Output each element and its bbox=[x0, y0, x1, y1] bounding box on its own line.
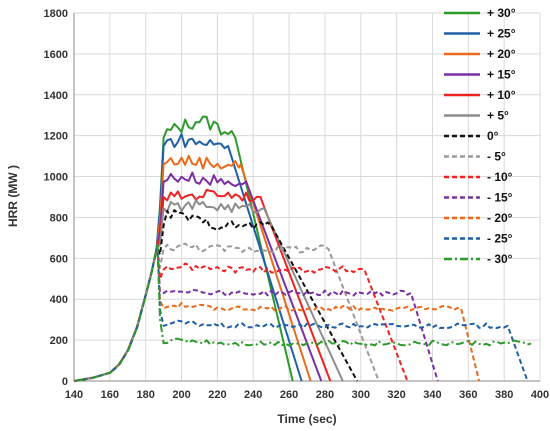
x-tick-label: 340 bbox=[423, 389, 441, 401]
chart-series bbox=[73, 115, 532, 382]
x-tick-label: 300 bbox=[352, 389, 370, 401]
series-line bbox=[74, 209, 359, 382]
legend-label: - 20° bbox=[487, 211, 513, 225]
legend-label: + 25° bbox=[487, 27, 516, 41]
x-tick-label: 280 bbox=[316, 389, 334, 401]
legend-label: + 20° bbox=[487, 47, 516, 61]
y-tick-label: 200 bbox=[50, 335, 68, 347]
x-tick-label: 400 bbox=[531, 389, 549, 401]
y-tick-label: 1800 bbox=[44, 8, 68, 20]
x-axis-title: Time (sec) bbox=[277, 412, 336, 426]
y-axis-title: HRR (MW ) bbox=[6, 165, 20, 227]
legend-label: 0° bbox=[487, 129, 499, 143]
legend-label: - 5° bbox=[487, 150, 506, 164]
y-tick-label: 1600 bbox=[44, 49, 68, 61]
y-axis-tick-labels: 0 200 400 600 800 1000 1200 1400 1600 1800 bbox=[44, 8, 68, 388]
x-tick-label: 260 bbox=[280, 389, 298, 401]
y-tick-label: 0 bbox=[62, 376, 68, 388]
series-line bbox=[74, 242, 532, 382]
legend-label: + 30° bbox=[487, 6, 516, 20]
series-line bbox=[74, 242, 380, 382]
x-tick-label: 180 bbox=[137, 389, 155, 401]
x-tick-label: 160 bbox=[101, 389, 119, 401]
legend-label: - 25° bbox=[487, 232, 513, 246]
series-line bbox=[74, 245, 409, 382]
x-tick-label: 320 bbox=[387, 389, 405, 401]
legend-label: - 30° bbox=[487, 252, 513, 266]
series-line bbox=[73, 133, 303, 382]
legend-label: + 5° bbox=[487, 109, 509, 123]
y-tick-label: 1000 bbox=[44, 172, 68, 184]
series-line bbox=[74, 244, 439, 382]
x-tick-label: 220 bbox=[208, 389, 226, 401]
y-tick-label: 600 bbox=[50, 253, 68, 265]
x-axis-tick-labels: 140 160 180 200 220 240 260 280 300 320 340 360 380 4… bbox=[65, 389, 549, 401]
y-tick-label: 400 bbox=[50, 294, 68, 306]
legend-label: - 15° bbox=[487, 191, 513, 205]
y-tick-label: 1200 bbox=[44, 131, 68, 143]
x-tick-label: 140 bbox=[65, 389, 83, 401]
y-tick-label: 800 bbox=[50, 212, 68, 224]
x-tick-label: 240 bbox=[244, 389, 262, 401]
chart-axes bbox=[73, 13, 540, 382]
chart-legend: + 30° + 25° + 20° + 15° + 10° + 5° 0° - 5° - 10°… bbox=[444, 6, 516, 266]
legend-label: + 15° bbox=[487, 68, 516, 82]
legend-label: - 10° bbox=[487, 170, 513, 184]
x-tick-label: 360 bbox=[459, 389, 477, 401]
y-tick-label: 1400 bbox=[44, 90, 68, 102]
x-tick-label: 200 bbox=[172, 389, 190, 401]
legend-label: + 10° bbox=[487, 88, 516, 102]
series-line bbox=[74, 243, 529, 382]
x-tick-label: 380 bbox=[495, 389, 513, 401]
